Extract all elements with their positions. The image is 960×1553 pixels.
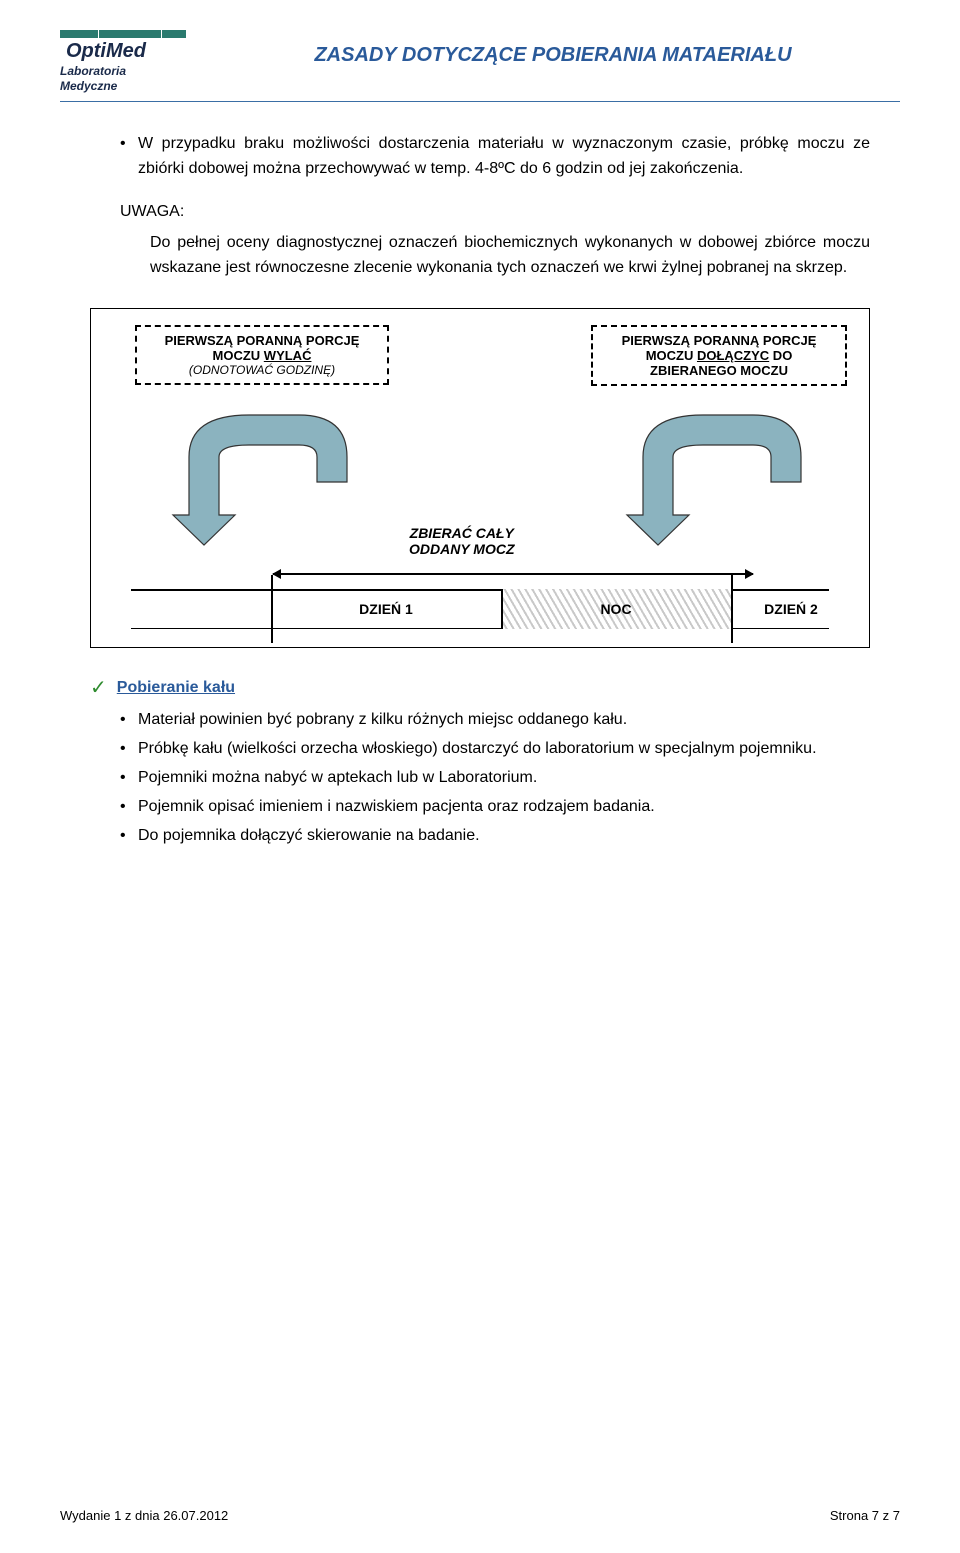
page-header: OptiMed Laboratoria Medyczne ZASADY DOTY… xyxy=(60,30,900,102)
check-icon: ✓ xyxy=(90,678,107,698)
box-right-line2: MOCZU DOŁĄCZYC DO xyxy=(601,348,837,363)
diagram-container: PIERWSZĄ PORANNĄ PORCJĘ MOCZU WYLAĆ (ODN… xyxy=(90,308,870,648)
box-left-line3: (ODNOTOWAĆ GODZINĘ) xyxy=(145,363,379,377)
curved-arrow-left xyxy=(169,397,369,547)
section-title-kalu: Pobieranie kału xyxy=(117,679,235,697)
curved-arrow-right xyxy=(623,397,823,547)
box-right-line1: PIERWSZĄ PORANNĄ PORCJĘ xyxy=(601,333,837,348)
section-head-kalu: ✓ Pobieranie kału xyxy=(90,678,870,698)
top-bullets: W przypadku braku możliwości dostarczeni… xyxy=(90,132,870,182)
logo-bars xyxy=(60,30,186,38)
content: W przypadku braku możliwości dostarczeni… xyxy=(60,132,900,848)
footer-left: Wydanie 1 z dnia 26.07.2012 xyxy=(60,1508,228,1523)
bullet-item: W przypadku braku możliwości dostarczeni… xyxy=(120,132,870,182)
timeline-tick xyxy=(501,589,503,629)
range-arrow xyxy=(273,573,753,575)
timeline: DZIEŃ 1 NOC DZIEŃ 2 xyxy=(131,589,829,629)
bullet-item: Próbkę kału (wielkości orzecha włoskiego… xyxy=(120,737,870,762)
logo: OptiMed Laboratoria Medyczne xyxy=(60,30,186,93)
bullet-item: Pojemnik opisać imieniem i nazwiskiem pa… xyxy=(120,795,870,820)
box-left-line2: MOCZU WYLAĆ xyxy=(145,348,379,363)
timeline-tick xyxy=(731,575,733,643)
kalu-bullets: Materiał powinien być pobrany z kilku ró… xyxy=(90,708,870,848)
logo-bar xyxy=(162,30,186,38)
bullet-item: Pojemniki można nabyć w aptekach lub w L… xyxy=(120,766,870,791)
logo-bar xyxy=(99,30,161,38)
logo-sub-line1: Laboratoria xyxy=(60,65,186,78)
page-title: ZASADY DOTYCZĄCE POBIERANIA MATAERIAŁU xyxy=(206,44,900,67)
timeline-col-day2: DZIEŃ 2 xyxy=(731,589,851,629)
diagram-box-right: PIERWSZĄ PORANNĄ PORCJĘ MOCZU DOŁĄCZYC D… xyxy=(591,325,847,386)
timeline-tick xyxy=(271,575,273,643)
bullet-item: Materiał powinien być pobrany z kilku ró… xyxy=(120,708,870,733)
footer-right: Strona 7 z 7 xyxy=(830,1508,900,1523)
timeline-col-noc: NOC xyxy=(501,589,731,629)
footer: Wydanie 1 z dnia 26.07.2012 Strona 7 z 7 xyxy=(60,1508,900,1523)
diagram-box-left: PIERWSZĄ PORANNĄ PORCJĘ MOCZU WYLAĆ (ODN… xyxy=(135,325,389,385)
bullet-item: Do pojemnika dołączyć skierowanie na bad… xyxy=(120,824,870,849)
timeline-col-day1: DZIEŃ 1 xyxy=(271,589,501,629)
uwaga-text: Do pełnej oceny diagnostycznej oznaczeń … xyxy=(90,231,870,281)
logo-name: OptiMed xyxy=(66,40,186,63)
logo-sub-line2: Medyczne xyxy=(60,80,186,93)
box-left-line1: PIERWSZĄ PORANNĄ PORCJĘ xyxy=(145,333,379,348)
box-right-line3: ZBIERANEGO MOCZU xyxy=(601,363,837,378)
logo-bar xyxy=(60,30,98,38)
uwaga-label: UWAGA: xyxy=(90,200,870,225)
zbierac-label: ZBIERAĆ CAŁY ODDANY MOCZ xyxy=(409,525,515,557)
